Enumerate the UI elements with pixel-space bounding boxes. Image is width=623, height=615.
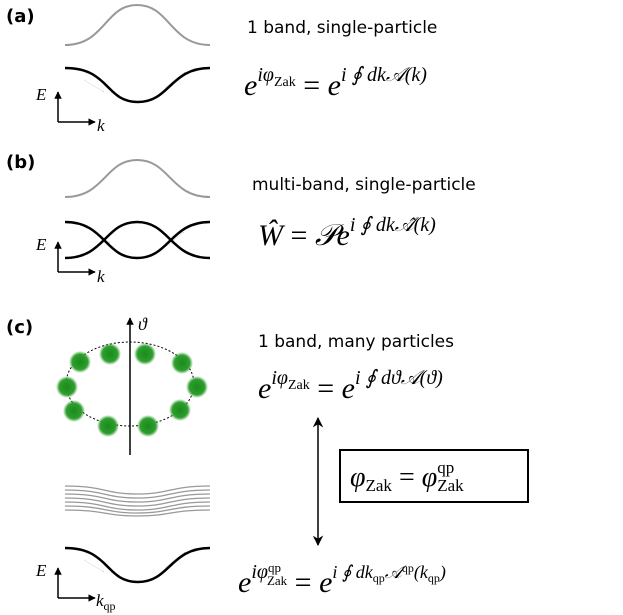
shape: [64, 493, 211, 503]
shape: [97, 415, 119, 437]
equation-part: iφ: [257, 64, 274, 86]
equation-part: 𝒫e: [315, 219, 350, 252]
equation-part: Zak: [437, 476, 464, 495]
equation-part: i ∮ dk: [332, 562, 373, 582]
equation-part: =: [310, 372, 342, 405]
axis-label: E: [35, 235, 47, 254]
equation-part: Zak: [274, 75, 296, 90]
shape: [64, 509, 211, 517]
panel-label: (a): [6, 6, 35, 27]
arrow: [83, 79, 105, 93]
shape: [186, 376, 208, 398]
equation-part: qp: [437, 458, 454, 477]
band-upper: [64, 3, 211, 46]
equation-part: =: [287, 566, 319, 599]
arrow: [164, 551, 186, 569]
equation-part: e: [258, 372, 271, 405]
shape: [134, 343, 156, 365]
equation-part: =: [296, 69, 328, 102]
panel-label: (c): [6, 317, 33, 338]
band: [64, 220, 211, 260]
equation-part: iφ: [271, 367, 288, 389]
arrow: [83, 559, 105, 573]
equation-part: i ∮ dk𝒜̂(k): [350, 214, 436, 236]
shape: [99, 343, 121, 365]
caption: multi-band, single-particle: [252, 175, 476, 195]
box-equation: φZak = φqp Zak: [350, 458, 464, 495]
axis-label: k: [97, 116, 105, 135]
caption: 1 band, many particles: [258, 332, 454, 352]
axis-label: kqp: [96, 591, 116, 613]
equation-part: qp: [402, 561, 414, 575]
equation-part: Zak: [288, 378, 310, 393]
shape: [64, 497, 211, 507]
equation-part: 𝒜: [385, 562, 407, 582]
equation-part: e: [328, 69, 341, 102]
equation-part: qp: [104, 599, 116, 613]
band-upper: [64, 158, 211, 198]
equation: eiφZak = ei ∮ dϑ𝒜(ϑ): [258, 367, 443, 405]
many-bands: [64, 485, 211, 517]
shape: [63, 400, 85, 422]
arrow: [87, 227, 111, 244]
caption: 1 band, single-particle: [247, 18, 437, 38]
equation-part: e: [244, 69, 257, 102]
band: [64, 546, 211, 584]
equation-part: qp: [268, 560, 281, 575]
equation-part: qp: [373, 571, 385, 585]
equation-part: iφ: [251, 561, 268, 583]
band: [64, 66, 211, 104]
shape: [64, 489, 211, 499]
equation-part: ): [439, 562, 446, 583]
band: [64, 220, 211, 260]
equation-part: Zak: [267, 573, 288, 588]
equation: eiφqp Zak = ei ∮ dkqp𝒜qp(kqp): [238, 560, 446, 599]
shape: [64, 501, 211, 511]
shape: [64, 505, 211, 514]
equation-part: e: [342, 372, 355, 405]
equation-part: qp: [428, 571, 440, 585]
shape: [137, 415, 159, 437]
equation: eiφZak = ei ∮ dk𝒜(k): [244, 64, 427, 102]
equation-part: =: [392, 462, 422, 493]
equation-part: Zak: [366, 476, 393, 495]
shape: [56, 376, 78, 398]
axis-label: k: [97, 267, 105, 286]
panel-label: (b): [6, 152, 35, 173]
equation-part: (k: [414, 562, 429, 583]
equation-part: i ∮ dϑ𝒜(ϑ): [355, 367, 443, 389]
shape: [64, 485, 211, 495]
arrow: [164, 71, 186, 89]
shape: [171, 352, 193, 374]
particles: [56, 343, 208, 437]
box: [339, 449, 529, 503]
axis-label: E: [35, 561, 47, 580]
axis-label: E: [35, 85, 47, 104]
arrow: [163, 231, 185, 249]
equation: Ŵ = 𝒫ei ∮ dk𝒜̂(k): [258, 214, 436, 252]
equation-part: k: [96, 591, 104, 610]
equation-part: Ŵ: [258, 219, 286, 252]
equation-part: e: [319, 566, 332, 599]
equation-part: φ: [422, 462, 438, 493]
shape: [169, 399, 191, 421]
equation-part: i ∮ dk𝒜(k): [341, 64, 427, 86]
equation-part: φ: [350, 462, 366, 493]
shape: [69, 351, 91, 373]
equation-part: =: [283, 219, 315, 252]
equation-part: e: [238, 566, 251, 599]
axis-label: ϑ: [138, 314, 148, 334]
